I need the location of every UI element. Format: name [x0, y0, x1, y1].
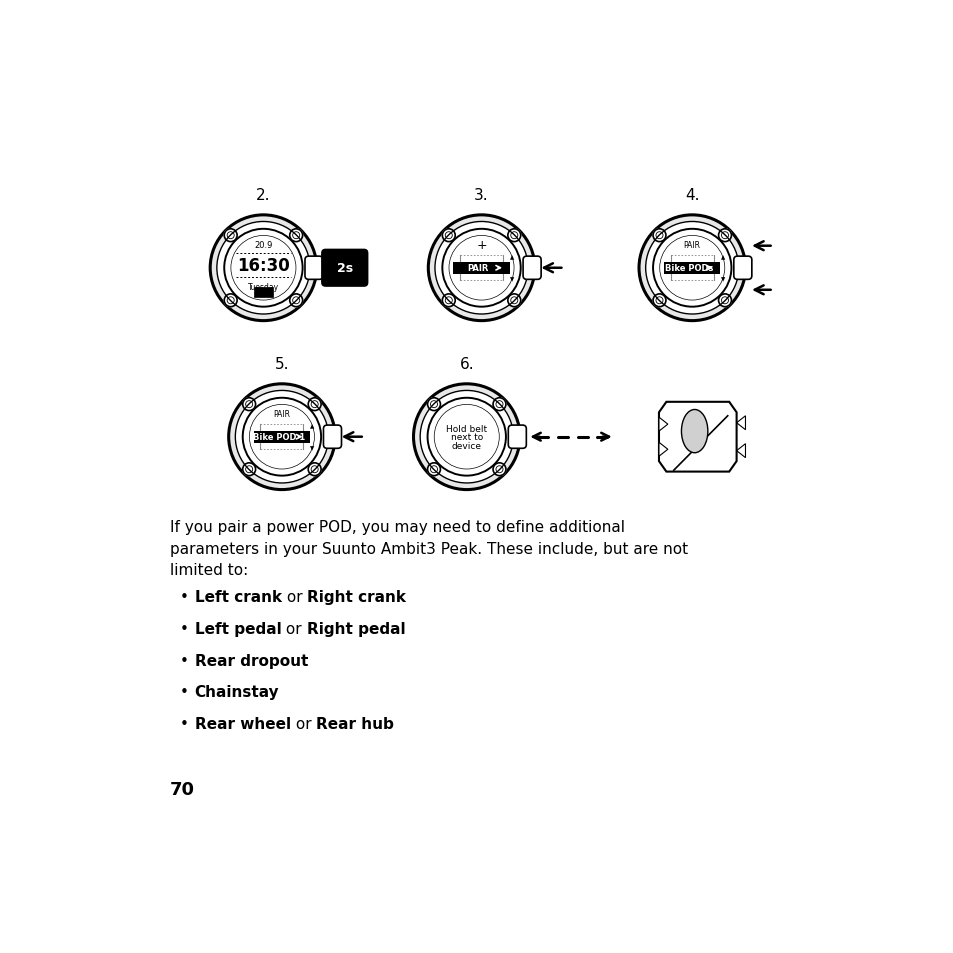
Text: If you pair a power POD, you may need to define additional
parameters in your Su: If you pair a power POD, you may need to…: [170, 519, 687, 578]
Text: PAIR: PAIR: [467, 264, 489, 273]
Text: Rear wheel: Rear wheel: [194, 716, 291, 731]
FancyBboxPatch shape: [733, 257, 751, 280]
Text: 2.: 2.: [256, 188, 271, 202]
Text: 70: 70: [170, 781, 194, 799]
Text: ▲: ▲: [310, 424, 314, 429]
Circle shape: [427, 398, 440, 411]
Text: Left crank: Left crank: [194, 590, 281, 605]
Polygon shape: [659, 443, 667, 456]
Text: PAIR: PAIR: [274, 410, 290, 418]
Circle shape: [308, 398, 321, 411]
Text: 2s: 2s: [336, 262, 353, 275]
Text: •: •: [180, 653, 189, 668]
FancyBboxPatch shape: [253, 432, 310, 443]
Circle shape: [507, 230, 520, 242]
Circle shape: [427, 398, 505, 476]
Text: •: •: [180, 684, 189, 700]
Text: Rear hub: Rear hub: [316, 716, 394, 731]
Circle shape: [290, 294, 302, 308]
Text: next to: next to: [450, 433, 482, 442]
Circle shape: [507, 294, 520, 308]
FancyBboxPatch shape: [522, 257, 540, 280]
Circle shape: [229, 384, 335, 490]
Text: 16:30: 16:30: [236, 256, 290, 274]
Text: •: •: [180, 590, 189, 605]
Circle shape: [242, 398, 255, 411]
Text: Hold belt: Hold belt: [446, 424, 487, 434]
Polygon shape: [659, 402, 736, 472]
Text: or: or: [291, 716, 316, 731]
Circle shape: [308, 463, 321, 476]
Text: PAIR: PAIR: [683, 240, 700, 250]
Text: 6.: 6.: [459, 356, 474, 372]
Circle shape: [493, 463, 505, 476]
Circle shape: [428, 215, 535, 321]
Text: •: •: [180, 621, 189, 637]
FancyBboxPatch shape: [508, 426, 526, 449]
Text: Left pedal: Left pedal: [194, 621, 281, 637]
Circle shape: [718, 230, 731, 242]
Circle shape: [235, 391, 328, 483]
FancyBboxPatch shape: [323, 426, 341, 449]
Circle shape: [419, 391, 513, 483]
Circle shape: [413, 384, 519, 490]
Text: device: device: [452, 441, 481, 450]
Polygon shape: [659, 417, 667, 432]
Text: 5.: 5.: [274, 356, 289, 372]
Circle shape: [224, 230, 237, 242]
Text: 4.: 4.: [684, 188, 699, 202]
Circle shape: [290, 230, 302, 242]
Circle shape: [224, 230, 302, 308]
Text: ▲: ▲: [720, 255, 724, 260]
Text: •: •: [180, 716, 189, 731]
Text: Chainstay: Chainstay: [194, 684, 279, 700]
Circle shape: [493, 398, 505, 411]
Circle shape: [653, 230, 731, 308]
Text: 20.9: 20.9: [253, 240, 273, 250]
Text: Right pedal: Right pedal: [307, 621, 405, 637]
FancyBboxPatch shape: [453, 263, 509, 274]
Text: or: or: [281, 621, 307, 637]
Text: ▼: ▼: [310, 446, 314, 451]
Circle shape: [210, 215, 316, 321]
Circle shape: [435, 222, 528, 314]
Circle shape: [224, 294, 237, 308]
Text: Bike PODs: Bike PODs: [664, 264, 713, 273]
FancyBboxPatch shape: [305, 257, 323, 280]
Circle shape: [242, 398, 321, 476]
FancyBboxPatch shape: [253, 287, 273, 297]
FancyBboxPatch shape: [321, 250, 368, 288]
Text: Right crank: Right crank: [307, 590, 406, 605]
Text: +: +: [476, 238, 486, 252]
Text: or: or: [281, 590, 307, 605]
Ellipse shape: [680, 410, 707, 454]
Circle shape: [216, 222, 310, 314]
Text: ▼: ▼: [510, 277, 514, 282]
Text: 3.: 3.: [474, 188, 488, 202]
FancyBboxPatch shape: [663, 263, 720, 274]
Text: Bike POD 1: Bike POD 1: [253, 433, 305, 442]
Circle shape: [442, 294, 455, 308]
Circle shape: [442, 230, 455, 242]
Text: ▲: ▲: [510, 255, 514, 260]
Circle shape: [639, 215, 744, 321]
Circle shape: [442, 230, 520, 308]
Text: Tuesday: Tuesday: [248, 283, 278, 292]
Circle shape: [653, 294, 665, 308]
Circle shape: [427, 463, 440, 476]
Circle shape: [242, 463, 255, 476]
Circle shape: [653, 230, 665, 242]
Circle shape: [645, 222, 738, 314]
Text: Rear dropout: Rear dropout: [194, 653, 308, 668]
Text: ▼: ▼: [720, 277, 724, 282]
Circle shape: [718, 294, 731, 308]
